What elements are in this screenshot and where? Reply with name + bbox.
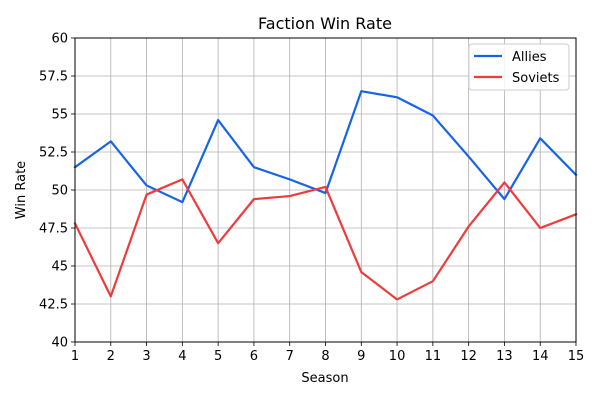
series-line-soviets [73, 178, 578, 301]
series-line-allies [73, 90, 578, 204]
y-tick-label: 60 [51, 32, 68, 47]
x-tick-label: 6 [250, 349, 258, 364]
x-tick-label: 8 [321, 349, 329, 364]
x-tick-label: 2 [107, 349, 115, 364]
y-axis-label: Win Rate [14, 161, 29, 219]
x-tick-label: 10 [389, 349, 406, 364]
x-tick-label: 14 [532, 349, 549, 364]
x-tick-label: 9 [357, 349, 365, 364]
y-tick-label: 50 [51, 184, 68, 199]
x-tick-label: 12 [460, 349, 477, 364]
y-tick-label: 40 [51, 336, 68, 351]
y-tick-label: 55 [51, 108, 68, 123]
x-axis-label: Season [301, 371, 348, 386]
y-tick-label: 57.5 [39, 70, 68, 85]
x-tick-label: 15 [568, 349, 585, 364]
x-tick-label: 3 [142, 349, 150, 364]
x-tick-label: 4 [178, 349, 186, 364]
legend-label-allies: Allies [512, 50, 547, 65]
y-tick-label: 45 [51, 260, 68, 275]
y-tick-label: 52.5 [39, 146, 68, 161]
chart-title: Faction Win Rate [258, 14, 392, 33]
legend: Allies Soviets [468, 43, 570, 91]
legend-label-soviets: Soviets [512, 71, 560, 86]
x-tick-label: 5 [214, 349, 222, 364]
x-tick-label: 1 [71, 349, 79, 364]
x-tick-label: 13 [496, 349, 513, 364]
x-tick-label: 7 [286, 349, 294, 364]
y-tick-label: 47.5 [39, 222, 68, 237]
x-tick-label: 11 [425, 349, 442, 364]
y-tick-label: 42.5 [39, 298, 68, 313]
axis-ticks: 1 2 3 4 5 6 7 8 9 10 11 12 13 14 154042.54547.55052.55… [39, 32, 584, 365]
series-lines [73, 90, 578, 301]
